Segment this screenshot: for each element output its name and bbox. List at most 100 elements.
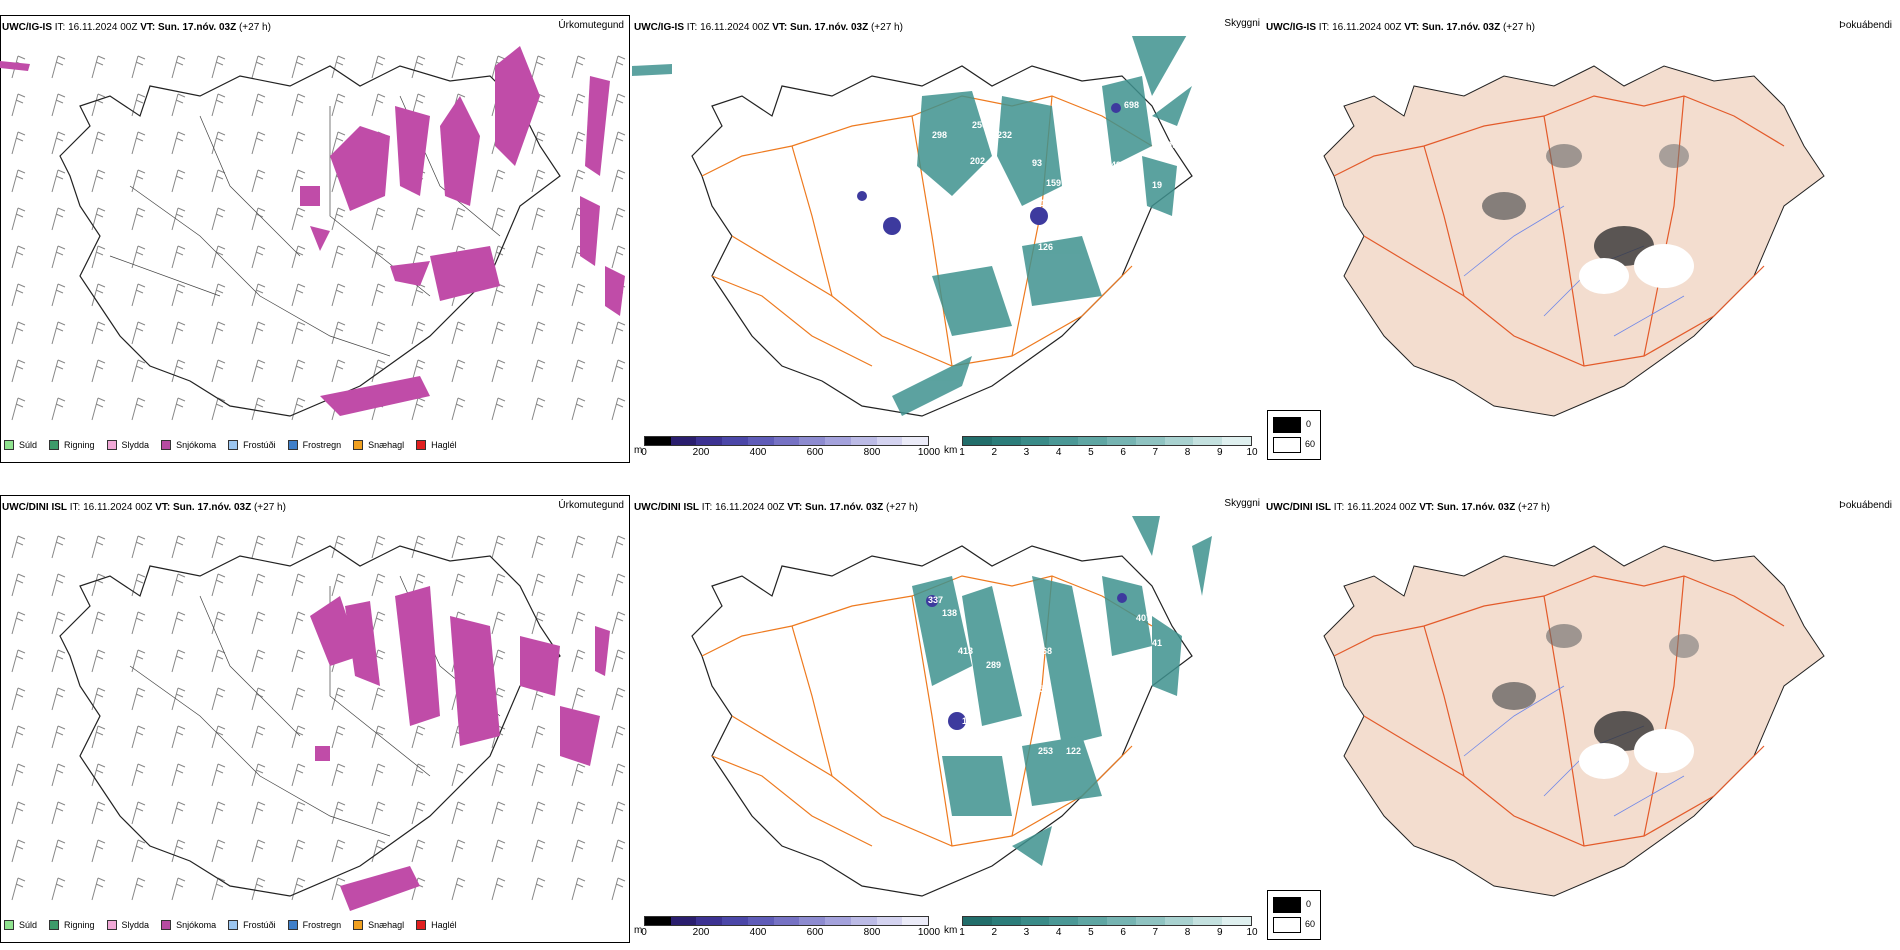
wind-barb xyxy=(491,877,506,901)
colorbar-step xyxy=(1106,917,1136,925)
wind-barb xyxy=(531,283,546,307)
panel-title: Úrkomutegund xyxy=(558,20,624,31)
colorbar-step xyxy=(1135,437,1165,445)
iceland-outline xyxy=(691,545,1193,897)
wind-barb xyxy=(291,649,306,673)
precip-type-legend: Súld Rigning Slydda Snjókoma Frostúði Fr… xyxy=(4,440,469,450)
colorbar-step xyxy=(850,917,877,925)
visibility-panel: UWC/IG-IS IT: 16.11.2024 00Z VT: Sun. 17… xyxy=(632,0,1264,470)
wind-barb xyxy=(51,801,66,825)
wind-barb xyxy=(251,321,266,345)
wind-barb xyxy=(11,359,26,383)
wind-barb xyxy=(331,687,346,711)
visibility-map[interactable]: 698 850 250 298 232 202 151 93 159 115 111 209 150 12… xyxy=(632,36,1262,436)
wind-barb xyxy=(451,359,466,383)
legend-swatch xyxy=(353,920,364,930)
visibility-value-label: 202 xyxy=(872,724,887,734)
wind-barb xyxy=(611,839,626,863)
colorbar-tick: 600 xyxy=(806,927,824,938)
wind-barb xyxy=(251,611,266,635)
visibility-color-scale xyxy=(962,916,1252,926)
visibility-value-label: 14 xyxy=(1130,172,1140,182)
visibility-value-label: 232 xyxy=(997,130,1012,140)
fog-map[interactable] xyxy=(1264,36,1894,436)
run-header: UWC/IG-IS IT: 16.11.2024 00Z VT: Sun. 17… xyxy=(2,22,271,33)
wind-barb xyxy=(451,801,466,825)
wind-barb xyxy=(91,169,106,193)
panel-frame xyxy=(0,495,630,943)
wind-barb xyxy=(331,131,346,155)
wind-barb xyxy=(491,611,506,635)
iceland-land xyxy=(1323,65,1825,417)
wind-barb xyxy=(51,169,66,193)
wind-barb xyxy=(91,535,106,559)
elevation-ticks: 0 200 400 600 800 1000 xyxy=(641,926,940,940)
wind-barb xyxy=(491,649,506,673)
wind-barb xyxy=(11,763,26,787)
precip-map[interactable] xyxy=(0,516,630,916)
precip-map[interactable] xyxy=(0,36,630,436)
colorbar-step xyxy=(696,917,723,925)
wind-barb xyxy=(211,321,226,345)
wind-barb xyxy=(531,611,546,635)
wind-barb xyxy=(251,55,266,79)
wind-barb xyxy=(571,321,586,345)
wind-barb xyxy=(291,207,306,231)
fog-map[interactable] xyxy=(1264,516,1894,916)
wind-barb xyxy=(251,801,266,825)
wind-barb xyxy=(131,131,146,155)
wind-barb xyxy=(171,839,186,863)
colorbar-tick: 1 xyxy=(959,927,965,938)
wind-barb xyxy=(51,573,66,597)
wind-barb xyxy=(611,535,626,559)
wind-barb xyxy=(411,725,426,749)
wind-barb xyxy=(491,801,506,825)
wind-barb xyxy=(91,131,106,155)
wind-barb xyxy=(451,877,466,901)
wind-barb xyxy=(131,207,146,231)
wind-barb xyxy=(611,877,626,901)
wind-barb xyxy=(611,93,626,117)
visibility-value-label: 126 xyxy=(1038,242,1053,252)
colorbar-step xyxy=(991,917,1021,925)
legend-swatch xyxy=(416,920,427,930)
wind-barb xyxy=(411,839,426,863)
wind-barb xyxy=(91,359,106,383)
colorbar-step xyxy=(1078,437,1107,445)
wind-barb xyxy=(371,573,386,597)
visibility-value-label: 250 xyxy=(972,120,987,130)
colorbar-step xyxy=(747,437,774,445)
panel-frame xyxy=(0,15,630,463)
colorbar-step xyxy=(825,437,851,445)
wind-barb xyxy=(291,93,306,117)
legend-item-sleet: Slydda xyxy=(106,440,149,450)
legend-item-drizzle: Súld xyxy=(4,920,37,930)
legend-swatch xyxy=(161,440,172,450)
wind-barb xyxy=(171,55,186,79)
wind-barb xyxy=(51,649,66,673)
colorbar-step xyxy=(722,917,748,925)
wind-barb xyxy=(451,839,466,863)
wind-barb xyxy=(371,725,386,749)
precip-type-panel: UWC/IG-IS IT: 16.11.2024 00Z VT: Sun. 17… xyxy=(0,0,632,470)
wind-barb xyxy=(131,801,146,825)
wind-barb xyxy=(331,573,346,597)
visibility-labels: 337 138 98 407 413 289 421 68 155 120 387 253 122 27 4… xyxy=(872,595,1162,756)
fog-legend: 0 60 xyxy=(1267,410,1321,460)
wind-barb xyxy=(51,397,66,421)
visibility-colorbar: 1 2 3 4 5 6 7 8 9 10 xyxy=(959,436,1258,460)
wind-barb xyxy=(491,397,506,421)
elevation-color-scale xyxy=(644,916,929,926)
wind-barb xyxy=(171,725,186,749)
wind-barb xyxy=(291,245,306,269)
wind-barb xyxy=(411,535,426,559)
colorbar-step xyxy=(773,437,800,445)
colorbar-step xyxy=(1106,437,1136,445)
wind-barb xyxy=(371,207,386,231)
visibility-map[interactable]: 337 138 98 407 413 289 421 68 155 120 387 253 122 27 4… xyxy=(632,516,1262,916)
visibility-value-label: 289 xyxy=(986,660,1001,670)
legend-item-rain: Rigning xyxy=(49,920,95,930)
wind-barb xyxy=(211,573,226,597)
wind-barb xyxy=(331,801,346,825)
colorbar-step xyxy=(1135,917,1165,925)
